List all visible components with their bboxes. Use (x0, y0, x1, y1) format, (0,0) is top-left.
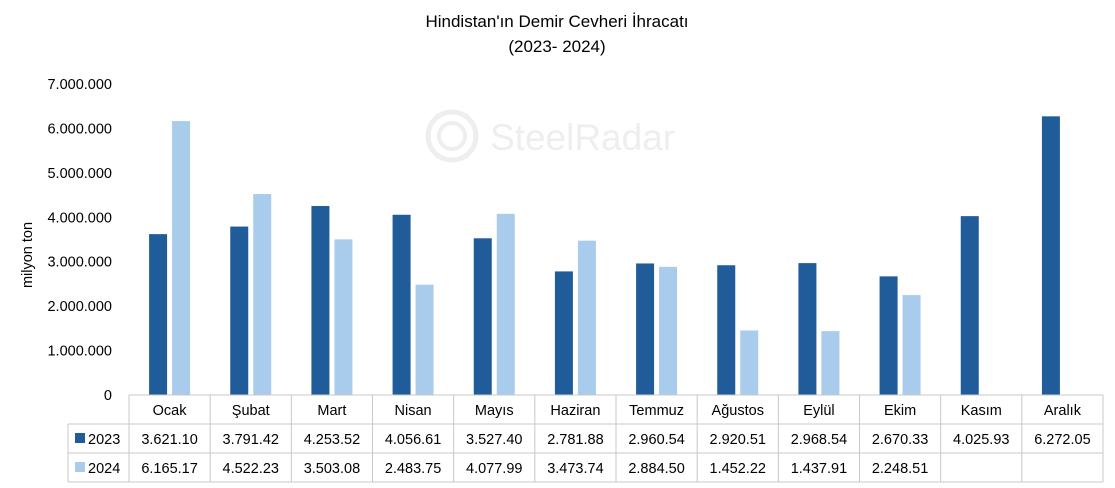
category-label: Kasım (961, 403, 1002, 419)
category-label: Şubat (232, 403, 270, 419)
category-label: Haziran (550, 403, 600, 419)
bar-2024-haziran (577, 240, 596, 395)
data-label: 3.527.40 (466, 432, 522, 448)
bar-2023-kasım (960, 216, 979, 395)
data-label: 4.522.23 (223, 461, 279, 477)
category-label: Mart (317, 403, 346, 419)
y-axis-label: milyon ton (20, 222, 36, 288)
data-label: 2.670.33 (872, 432, 928, 448)
bar-2024-ocak (172, 121, 191, 395)
bar-2023-mayıs (473, 238, 492, 395)
y-tick-label: 0 (104, 388, 112, 404)
chart-subtitle: (2023- 2024) (508, 37, 605, 56)
category-label: Ocak (153, 403, 188, 419)
bar-2024-nisan (415, 284, 434, 395)
y-tick-label: 1.000.000 (47, 344, 112, 360)
bar-2024-temmuz (659, 266, 678, 395)
legend-swatch-2023 (75, 433, 85, 443)
bar-2023-ocak (149, 234, 168, 395)
bar-2023-haziran (554, 271, 573, 395)
data-label: 2.483.75 (385, 461, 441, 477)
y-tick-label: 5.000.000 (47, 166, 112, 182)
data-label: 3.791.42 (223, 432, 279, 448)
legend-swatch-2024 (75, 462, 85, 472)
category-label: Eylül (803, 403, 834, 419)
y-tick-label: 6.000.000 (47, 121, 112, 137)
chart-title: Hindistan'ın Demir Cevheri İhracatı (425, 12, 688, 31)
category-label: Temmuz (629, 403, 684, 419)
category-label: Nisan (395, 403, 432, 419)
category-label: Ekim (884, 403, 916, 419)
data-label: 2.248.51 (872, 461, 928, 477)
data-label: 6.272.05 (1034, 432, 1090, 448)
data-label: 2.960.54 (628, 432, 684, 448)
y-tick-label: 4.000.000 (47, 210, 112, 226)
bar-2023-aralık (1041, 116, 1060, 395)
steelradar-watermark-logo: SteelRadar (425, 109, 675, 163)
data-label: 6.165.17 (141, 461, 197, 477)
watermark-text: SteelRadar (490, 117, 675, 158)
bar-2024-şubat (253, 194, 272, 395)
bar-2023-temmuz (636, 263, 655, 395)
bar-2024-ekim (902, 295, 921, 395)
category-label: Ağustos (712, 403, 764, 419)
bar-2024-eylül (821, 331, 840, 395)
bar-2023-nisan (392, 214, 411, 395)
bar-2023-eylül (798, 263, 817, 395)
category-label: Mayıs (475, 403, 514, 419)
category-label: Aralık (1044, 403, 1082, 419)
data-label: 2.781.88 (547, 432, 603, 448)
data-label: 3.621.10 (141, 432, 197, 448)
legend-label-2023: 2023 (88, 432, 120, 448)
data-label: 1.437.91 (791, 461, 847, 477)
data-label: 4.025.93 (953, 432, 1009, 448)
data-label: 2.968.54 (791, 432, 847, 448)
bar-2024-mayıs (496, 213, 515, 395)
bar-2024-mart (334, 239, 353, 395)
data-label: 4.077.99 (466, 461, 522, 477)
data-label: 4.056.61 (385, 432, 441, 448)
data-label: 2.920.51 (710, 432, 766, 448)
legend-label-2024: 2024 (88, 461, 120, 477)
y-tick-label: 3.000.000 (47, 255, 112, 271)
data-label: 4.253.52 (304, 432, 360, 448)
y-tick-label: 7.000.000 (47, 77, 112, 93)
bar-2023-mart (311, 206, 330, 395)
data-label: 3.473.74 (547, 461, 603, 477)
data-label: 1.452.22 (710, 461, 766, 477)
bar-2023-ekim (879, 276, 898, 395)
y-tick-label: 2.000.000 (47, 299, 112, 315)
bar-2023-şubat (230, 226, 249, 395)
bar-2024-ağustos (740, 330, 759, 395)
data-label: 2.884.50 (628, 461, 684, 477)
data-label: 3.503.08 (304, 461, 360, 477)
bar-2023-ağustos (717, 265, 736, 395)
